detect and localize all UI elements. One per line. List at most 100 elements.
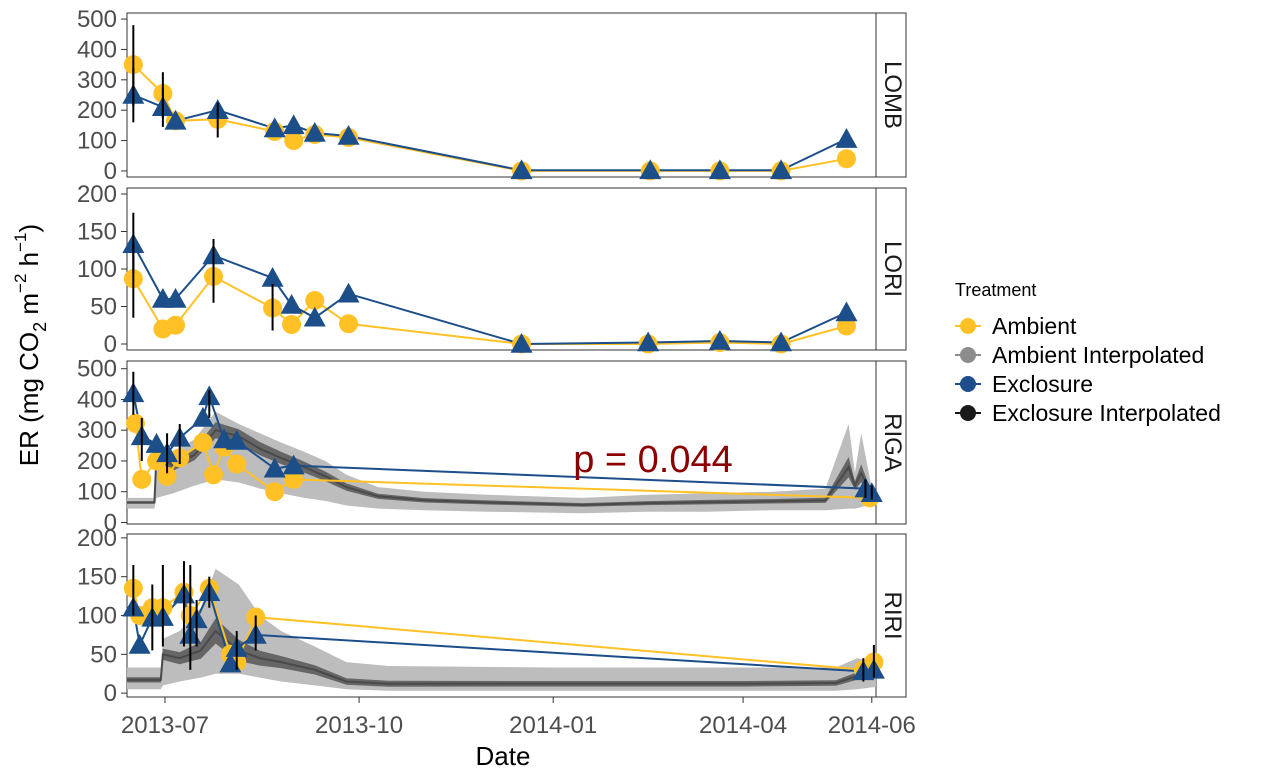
y-axis-label: ER (mg CO2 m−2 h−1) bbox=[11, 224, 50, 466]
ambient-point bbox=[339, 314, 359, 334]
legend-item: Exclosure bbox=[955, 371, 1093, 397]
exclosure-point bbox=[337, 125, 360, 145]
exclosure-point bbox=[835, 128, 858, 148]
ambient-point bbox=[836, 149, 856, 169]
facet-strip bbox=[875, 187, 907, 351]
exclosure-point bbox=[164, 109, 187, 130]
legend-title: Treatment bbox=[955, 280, 1036, 300]
ambient-point bbox=[284, 131, 304, 151]
exclosure-interpolated-line bbox=[127, 629, 877, 685]
panel-lomb: LOMB 0 100 200 300 400 500 bbox=[77, 6, 907, 185]
y-tick-label: 0 bbox=[104, 509, 117, 536]
exclosure-point bbox=[282, 454, 305, 475]
exclosure-point bbox=[164, 288, 187, 308]
y-tick-label: 100 bbox=[77, 128, 117, 155]
x-tick-label: 2013-10 bbox=[315, 712, 403, 739]
ambient-point bbox=[166, 315, 186, 335]
ambient-interpolated-band bbox=[127, 568, 876, 691]
y-tick-label: 500 bbox=[77, 6, 117, 33]
legend-key-point bbox=[960, 376, 976, 392]
panel-lori: LORI 0 50 100 150 200 bbox=[77, 181, 907, 358]
y-tick-label: 200 bbox=[77, 181, 117, 208]
y-tick-label: 400 bbox=[77, 386, 117, 413]
y-tick-label: 0 bbox=[104, 158, 117, 185]
legend-item: Exclosure Interpolated bbox=[955, 400, 1221, 426]
ambient-point bbox=[284, 469, 304, 489]
y-tick-label: 200 bbox=[77, 448, 117, 475]
facet-strip bbox=[875, 360, 907, 525]
ambient-point bbox=[132, 469, 152, 489]
exclosure-point bbox=[835, 301, 858, 322]
legend-key-point bbox=[960, 405, 976, 421]
legend-label: Exclosure Interpolated bbox=[992, 400, 1221, 426]
y-tick-label: 100 bbox=[77, 603, 117, 630]
panel-plot-area bbox=[122, 371, 883, 514]
panel-plot-area bbox=[122, 212, 858, 354]
legend: Treatment Ambient Ambient Interpolated Exc… bbox=[955, 280, 1221, 426]
panel-riri: RIRI 0 50 100 150 200 2013-07 2013-10 2014-01 201… bbox=[77, 525, 916, 739]
facet-strip bbox=[875, 12, 907, 178]
p-value-annotation: p = 0.044 bbox=[573, 439, 733, 481]
y-tick-label: 500 bbox=[77, 356, 117, 383]
ambient-point bbox=[193, 433, 213, 452]
y-tick-label: 150 bbox=[77, 219, 117, 246]
exclosure-point bbox=[770, 159, 793, 180]
y-tick-label: 0 bbox=[104, 331, 117, 358]
exclosure-point bbox=[263, 457, 286, 478]
ambient-interpolated-band bbox=[127, 411, 872, 514]
exclosure-point bbox=[510, 159, 533, 180]
facet-strip-label: LOMB bbox=[879, 61, 906, 129]
exclosure-point bbox=[261, 267, 284, 287]
exclosure-point bbox=[128, 633, 151, 654]
y-tick-label: 100 bbox=[77, 479, 117, 506]
panel-frame bbox=[126, 187, 877, 351]
facet-strip bbox=[875, 533, 907, 698]
y-tick-label: 200 bbox=[77, 525, 117, 552]
ambient-point bbox=[157, 466, 177, 486]
y-tick-label: 400 bbox=[77, 36, 117, 63]
exclosure-point bbox=[770, 331, 793, 352]
facet-strip-label: LORI bbox=[879, 241, 906, 297]
legend-item: Ambient bbox=[955, 313, 1077, 339]
legend-key-point bbox=[960, 318, 976, 334]
y-tick-label: 50 bbox=[90, 294, 117, 321]
facet-strip-label: RIRI bbox=[879, 592, 906, 640]
y-tick-label: 0 bbox=[104, 680, 117, 707]
y-tick-label: 300 bbox=[77, 67, 117, 94]
legend-label: Exclosure bbox=[992, 371, 1093, 397]
facet-strip-label: RIGA bbox=[879, 413, 906, 472]
exclosure-interpolated-line bbox=[127, 429, 873, 506]
panel-plot-area bbox=[122, 25, 858, 181]
exclosure-point bbox=[337, 282, 360, 303]
y-tick-label: 150 bbox=[77, 564, 117, 591]
y-tick-label: 300 bbox=[77, 417, 117, 444]
x-tick-label: 2014-01 bbox=[509, 712, 597, 739]
exclosure-point bbox=[225, 429, 248, 450]
exclosure-point bbox=[639, 159, 662, 180]
legend-label: Ambient bbox=[992, 313, 1077, 339]
ambient-point bbox=[265, 482, 285, 502]
x-tick-label: 2014-04 bbox=[699, 712, 787, 739]
ambient-point bbox=[204, 465, 224, 485]
exclosure-point bbox=[303, 121, 326, 142]
y-tick-label: 100 bbox=[77, 256, 117, 283]
x-tick-label: 2014-06 bbox=[828, 712, 916, 739]
legend-item: Ambient Interpolated bbox=[955, 342, 1204, 368]
y-tick-label: 200 bbox=[77, 97, 117, 124]
exclosure-point bbox=[708, 159, 731, 180]
y-tick-label: 50 bbox=[90, 641, 117, 668]
exclosure-point bbox=[280, 294, 303, 314]
legend-label: Ambient Interpolated bbox=[992, 342, 1204, 368]
exclosure-point bbox=[145, 433, 168, 453]
exclosure-point bbox=[191, 406, 214, 427]
legend-key-point bbox=[960, 347, 976, 363]
exclosure-point bbox=[637, 331, 660, 352]
facet-panels: LOMB0100200300400500LORI050100150200RIGA… bbox=[77, 6, 916, 739]
ambient-point bbox=[282, 315, 302, 334]
ambient-point bbox=[125, 413, 145, 433]
exclosure-point bbox=[510, 333, 533, 353]
panel-plot-area bbox=[122, 561, 885, 691]
ambient-point bbox=[227, 454, 247, 474]
exclosure-point bbox=[708, 330, 731, 350]
